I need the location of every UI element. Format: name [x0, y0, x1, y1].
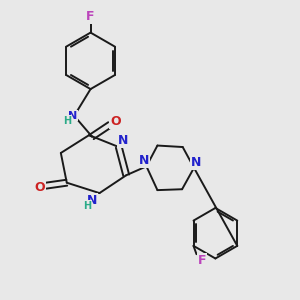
Text: O: O	[110, 115, 121, 128]
Text: N: N	[68, 111, 77, 121]
Text: O: O	[35, 181, 45, 194]
Text: H: H	[64, 116, 72, 126]
Text: N: N	[191, 156, 202, 169]
Text: N: N	[87, 194, 97, 207]
Text: F: F	[198, 254, 206, 267]
Text: N: N	[118, 134, 128, 147]
Text: F: F	[86, 10, 95, 23]
Text: N: N	[139, 154, 149, 167]
Text: H: H	[83, 201, 91, 211]
